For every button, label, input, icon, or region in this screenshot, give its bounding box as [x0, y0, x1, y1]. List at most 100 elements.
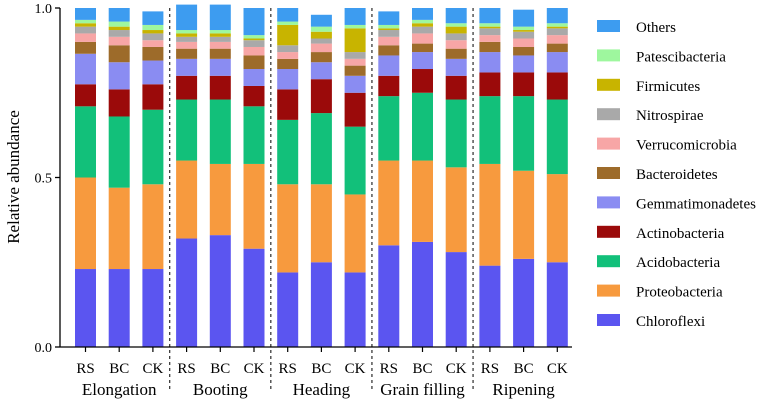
legend-label: Gemmatimonadetes: [636, 196, 756, 212]
group-label: Heading: [293, 380, 351, 399]
bar-segment-bacteroidetes-7: [310, 52, 332, 63]
legend-swatch: [597, 108, 620, 121]
legend-label: Bacteroidetes: [636, 167, 718, 183]
bar-segment-others-9: [378, 11, 400, 25]
x-tick-label: RS: [279, 361, 297, 377]
bar-segment-proteobacteria-12: [479, 163, 501, 266]
bar-segment-acidobacteria-1: [108, 116, 130, 188]
bar-segment-actinobacteria-4: [209, 75, 231, 100]
y-tick-label: 0.0: [35, 341, 53, 356]
bar-segment-gemmatimonadetes-6: [277, 69, 299, 90]
x-tick-label: CK: [142, 361, 163, 377]
bar-segment-chloroflexi-2: [142, 269, 164, 347]
legend-label: Acidobacteria: [636, 255, 720, 271]
group-label: Grain filling: [380, 380, 465, 399]
bar-segment-actinobacteria-12: [479, 72, 501, 97]
bar-segment-firmicutes-10: [412, 23, 433, 27]
bar-segment-others-5: [243, 8, 265, 36]
bar-segment-nitrospirae-11: [445, 33, 467, 41]
bar-segment-acidobacteria-5: [243, 106, 265, 164]
legend-swatch: [597, 196, 620, 209]
bar-segment-nitrospirae-5: [243, 40, 265, 47]
bar-segment-nitrospirae-7: [310, 38, 332, 44]
bar-segment-bacteroidetes-5: [243, 55, 265, 70]
bar-segment-verrucomicrobia-0: [75, 33, 96, 42]
bar-segment-nitrospirae-9: [378, 30, 400, 37]
bar-segment-firmicutes-12: [479, 26, 501, 29]
bar-segment-verrucomicrobia-5: [243, 46, 265, 56]
bar-segment-proteobacteria-8: [344, 194, 366, 273]
x-tick-label: RS: [177, 361, 195, 377]
legend-swatch: [597, 167, 620, 179]
x-tick-label: BC: [210, 361, 230, 377]
bar-segment-proteobacteria-14: [546, 174, 568, 263]
bar-segment-actinobacteria-6: [277, 89, 299, 120]
bar-segment-verrucomicrobia-9: [378, 36, 400, 46]
bar-segment-nitrospirae-13: [513, 31, 535, 39]
bar-segment-nitrospirae-1: [108, 30, 130, 37]
bar-segment-firmicutes-2: [142, 30, 164, 34]
legend-swatch: [597, 225, 620, 238]
legend-swatch: [597, 255, 620, 268]
group-separators: [169, 8, 474, 390]
bar-segment-firmicutes-4: [209, 33, 231, 37]
bar-segment-nitrospirae-14: [546, 28, 568, 36]
bar-segment-acidobacteria-14: [546, 99, 568, 175]
x-tick-label: RS: [481, 361, 499, 377]
bar-segment-firmicutes-8: [344, 28, 366, 53]
bar-segment-nitrospirae-8: [344, 52, 366, 59]
bar-segment-bacteroidetes-13: [513, 46, 535, 56]
bar-segment-patescibacteria-4: [209, 30, 231, 34]
x-tick-label: CK: [345, 361, 366, 377]
bar-segment-nitrospirae-4: [209, 36, 231, 42]
bar-segment-actinobacteria-1: [108, 89, 130, 117]
bar-segment-verrucomicrobia-2: [142, 40, 164, 47]
bar-segment-patescibacteria-2: [142, 24, 164, 31]
group-label: Elongation: [82, 380, 157, 399]
bar-segment-acidobacteria-8: [344, 126, 366, 195]
bar-segment-gemmatimonadetes-7: [310, 62, 332, 80]
bar-segment-actinobacteria-3: [176, 75, 198, 100]
bar-segment-proteobacteria-3: [176, 160, 198, 239]
bar-segment-patescibacteria-13: [513, 26, 535, 31]
bar-segment-chloroflexi-8: [344, 272, 366, 347]
legend-label: Firmicutes: [636, 79, 700, 95]
bar-segment-chloroflexi-5: [243, 248, 265, 347]
bar-segment-firmicutes-11: [445, 26, 467, 34]
x-tick-label: CK: [244, 361, 265, 377]
bar-segment-bacteroidetes-3: [176, 48, 198, 59]
bar-segment-others-7: [310, 14, 332, 27]
bar-segment-acidobacteria-13: [513, 96, 535, 171]
bar-segment-patescibacteria-8: [344, 24, 366, 29]
bar-segment-bacteroidetes-12: [479, 41, 501, 53]
bar-segment-others-12: [479, 8, 501, 24]
bar-segment-nitrospirae-2: [142, 33, 164, 41]
bar-segment-verrucomicrobia-11: [445, 40, 467, 49]
bar-segment-verrucomicrobia-3: [176, 41, 198, 49]
legend-label: Patescibacteria: [636, 49, 726, 65]
bar-segment-chloroflexi-9: [378, 245, 400, 347]
y-tick-label: 0.5: [35, 172, 53, 187]
bar-segment-acidobacteria-9: [378, 96, 400, 161]
x-axis: RS BC CK RS BC CK RS BC CK RS BC CK RS BC CK Elongation…: [60, 346, 572, 399]
bar-segment-bacteroidetes-0: [75, 41, 96, 54]
bar-segment-others-11: [445, 8, 467, 24]
bar-segment-proteobacteria-10: [412, 160, 433, 242]
bar-segment-chloroflexi-6: [277, 272, 299, 347]
bar-segment-acidobacteria-4: [209, 99, 231, 164]
bar-segment-actinobacteria-0: [75, 84, 96, 107]
bar-segment-verrucomicrobia-12: [479, 35, 501, 42]
x-tick-label: BC: [412, 361, 432, 377]
bar-segment-proteobacteria-9: [378, 160, 400, 246]
bar-segment-nitrospirae-0: [75, 26, 96, 34]
bar-segment-gemmatimonadetes-2: [142, 60, 164, 85]
group-label: Ripening: [492, 380, 555, 399]
legend-swatch: [597, 49, 620, 62]
bar-segment-patescibacteria-10: [412, 19, 433, 24]
bar-segment-bacteroidetes-1: [108, 45, 130, 63]
bar-segment-gemmatimonadetes-9: [378, 55, 400, 76]
bar-segment-verrucomicrobia-10: [412, 33, 433, 44]
bar-segment-gemmatimonadetes-1: [108, 62, 130, 90]
y-axis: 0.0 0.5 1.0: [35, 2, 61, 356]
bar-segment-patescibacteria-5: [243, 35, 265, 39]
